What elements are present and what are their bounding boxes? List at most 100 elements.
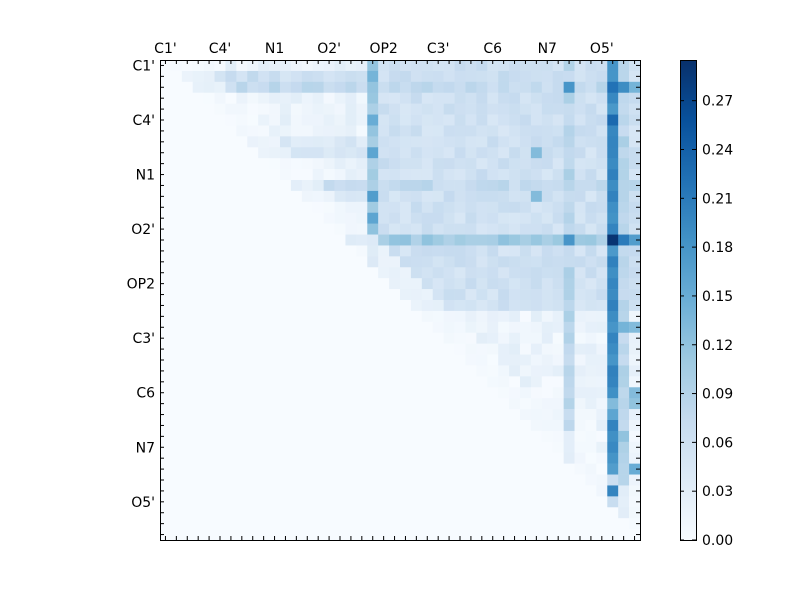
heatmap-cell	[290, 169, 303, 181]
heatmap-cell	[530, 190, 543, 203]
heatmap-cell	[247, 398, 259, 410]
heatmap-cell	[530, 398, 543, 410]
heatmap-cell	[290, 354, 303, 366]
heatmap-cell	[443, 158, 455, 170]
heatmap-cell	[476, 256, 488, 268]
heatmap-cell	[574, 321, 586, 334]
heatmap-cell	[389, 376, 401, 388]
heatmap-cell	[334, 409, 346, 421]
heatmap-cell	[530, 267, 543, 279]
heatmap-cell	[498, 441, 510, 454]
heatmap-cell	[290, 321, 303, 334]
heatmap-cell	[258, 147, 270, 159]
heatmap-cell	[334, 354, 346, 366]
heatmap-cell	[290, 398, 303, 410]
heatmap-cell	[520, 507, 532, 519]
heatmap-cell	[421, 223, 434, 235]
heatmap-cell	[465, 267, 477, 279]
heatmap-cell	[225, 278, 237, 290]
heatmap-cell	[585, 245, 597, 257]
x-tick-label: C4'	[209, 41, 232, 57]
heatmap-cell	[290, 300, 303, 312]
heatmap-cell	[585, 332, 597, 344]
heatmap-cell	[454, 518, 466, 530]
heatmap-cell	[400, 158, 412, 170]
heatmap-cell	[585, 463, 597, 475]
heatmap-cell	[410, 300, 423, 312]
heatmap-cell	[596, 343, 608, 355]
heatmap-cell	[454, 267, 466, 279]
heatmap-cell	[203, 81, 215, 94]
heatmap-cell	[312, 529, 324, 541]
heatmap-cell	[400, 332, 412, 344]
heatmap-cell	[214, 354, 226, 366]
heatmap-cell	[607, 474, 619, 486]
heatmap-cell	[192, 321, 204, 334]
colorbar-tick-label: 0.09	[702, 387, 733, 403]
heatmap-cell	[236, 463, 248, 475]
heatmap-cell	[269, 376, 281, 388]
heatmap-cell	[356, 278, 368, 290]
heatmap-cell	[585, 223, 597, 235]
heatmap-cell	[454, 278, 466, 290]
heatmap-cell	[585, 201, 597, 214]
heatmap-cell	[618, 365, 630, 377]
heatmap-cell	[160, 234, 172, 246]
heatmap-cell	[181, 343, 194, 355]
heatmap-cell	[181, 114, 194, 126]
heatmap-cell	[389, 507, 401, 519]
colorbar-ticks: 0.000.030.060.090.120.150.180.210.240.27	[680, 94, 733, 549]
heatmap-cell	[389, 92, 401, 104]
heatmap-cell	[367, 289, 379, 301]
heatmap-cell	[345, 92, 357, 104]
heatmap-cell	[487, 289, 499, 301]
heatmap-cell	[530, 343, 543, 355]
heatmap-cell	[378, 180, 390, 192]
heatmap-cell	[421, 430, 434, 443]
heatmap-cell	[541, 245, 554, 257]
heatmap-cell	[367, 278, 379, 290]
heatmap-cell	[160, 409, 172, 421]
heatmap-cell	[181, 452, 194, 464]
heatmap-cells	[160, 60, 641, 541]
heatmap-cell	[334, 92, 346, 104]
colorbar-tick-label: 0.15	[702, 289, 733, 305]
heatmap-cell	[585, 441, 597, 454]
heatmap-cell	[290, 234, 303, 246]
heatmap-cell	[520, 70, 532, 83]
heatmap-cell	[367, 441, 379, 454]
heatmap-cell	[552, 234, 564, 246]
heatmap-cell	[203, 398, 215, 410]
heatmap-cell	[203, 332, 215, 344]
heatmap-cell	[563, 376, 575, 388]
heatmap-cell	[312, 452, 324, 464]
heatmap-cell	[290, 376, 303, 388]
heatmap-cell	[421, 136, 434, 148]
heatmap-cell	[574, 474, 586, 486]
heatmap-cell	[312, 496, 324, 508]
heatmap-cell	[563, 441, 575, 454]
heatmap-cell	[280, 332, 292, 344]
heatmap-cell	[214, 409, 226, 421]
heatmap-cell	[465, 256, 477, 268]
heatmap-cell	[356, 409, 368, 421]
heatmap-cell	[312, 190, 324, 203]
heatmap-cell	[541, 420, 554, 432]
heatmap-cell	[421, 114, 434, 126]
heatmap-cell	[563, 125, 575, 137]
heatmap-cell	[563, 518, 575, 530]
heatmap-cell	[181, 147, 194, 159]
heatmap-cell	[618, 201, 630, 214]
heatmap-cell	[214, 441, 226, 454]
heatmap-cell	[334, 430, 346, 443]
heatmap-cell	[203, 507, 215, 519]
heatmap-cell	[236, 354, 248, 366]
heatmap-cell	[269, 267, 281, 279]
heatmap-cell	[541, 354, 554, 366]
heatmap-cell	[530, 452, 543, 464]
heatmap-cell	[269, 474, 281, 486]
heatmap-cell	[181, 278, 194, 290]
heatmap-cell	[421, 245, 434, 257]
heatmap-cell	[269, 321, 281, 334]
heatmap-cell	[607, 92, 619, 104]
